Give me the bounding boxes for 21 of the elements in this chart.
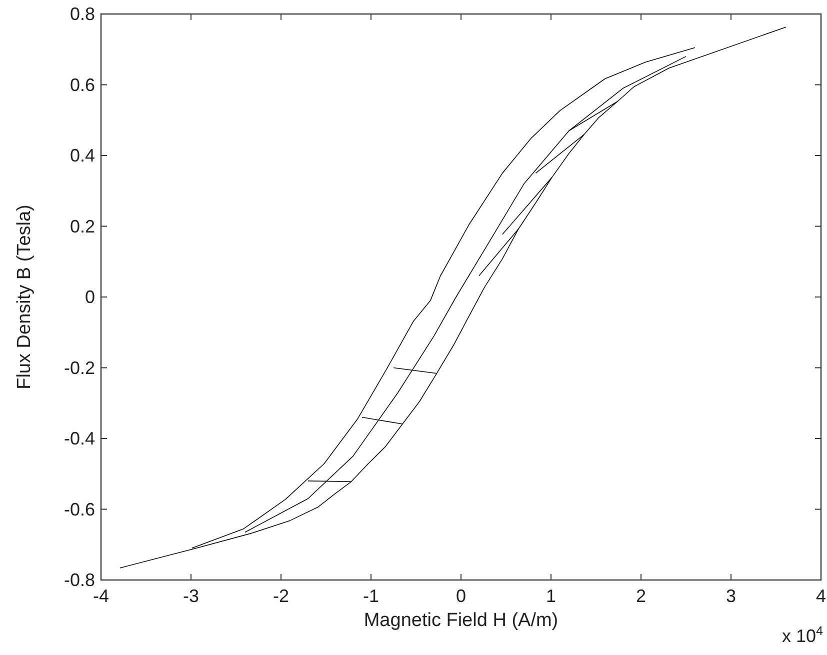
x-tick-label: -4: [92, 586, 110, 606]
text: x 10$^{4}$: [782, 624, 823, 646]
x-tick-label: 4: [816, 586, 826, 606]
x-tick-label: -3: [182, 586, 200, 606]
y-tick-label: 0.4: [70, 146, 95, 166]
y-tick-label: 0: [84, 287, 95, 307]
x-tick-label: 3: [726, 586, 736, 606]
y-tick-label: -0.4: [64, 428, 95, 448]
y-tick-label: -0.6: [64, 499, 95, 520]
x-tick-label: 1: [546, 586, 556, 606]
x-tick-label: 2: [636, 586, 646, 606]
y-tick-label: -0.2: [64, 358, 95, 378]
x-tick-label: -2: [272, 586, 290, 606]
y-axis-title: Flux Density B (Tesla): [14, 204, 35, 390]
x-tick-label: -1: [362, 586, 380, 606]
y-tick-label: -0.8: [64, 570, 95, 590]
x-axis-title: Magnetic Field H (A/m): [364, 610, 558, 631]
y-tick-label: 0.8: [70, 4, 95, 24]
y-tick-label: 0.6: [70, 74, 95, 95]
y-tick-label: 0.2: [70, 216, 95, 236]
x-tick-label: 0: [456, 586, 466, 606]
